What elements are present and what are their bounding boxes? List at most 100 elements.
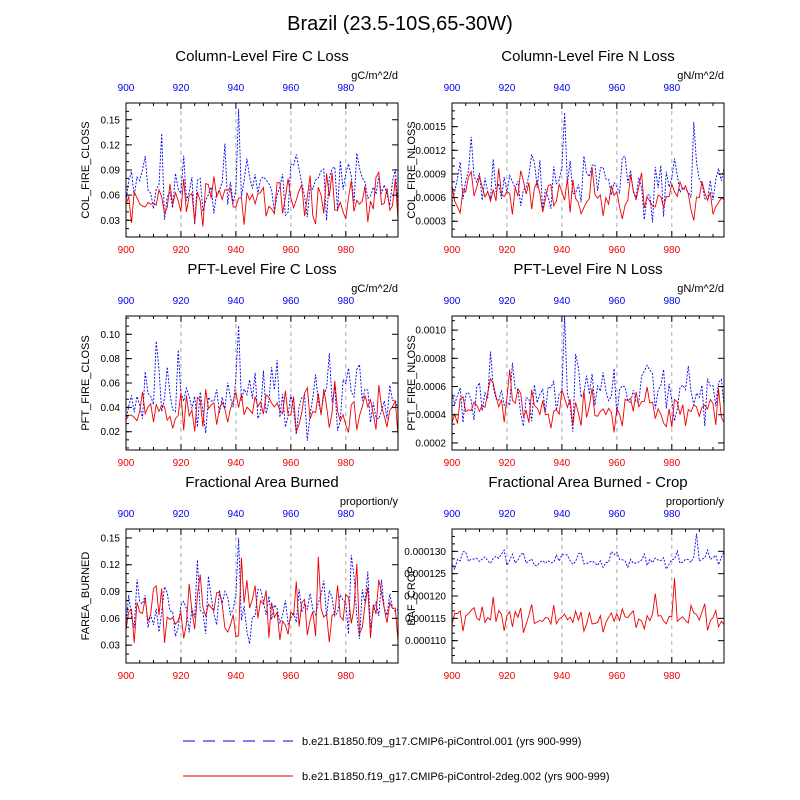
x-tick-label-bottom: 980	[663, 245, 680, 256]
plot-frame	[451, 528, 725, 664]
y-tick-label: 0.0015	[415, 122, 446, 133]
x-tick-label-bottom: 920	[499, 671, 516, 682]
y-tick-label: 0.10	[101, 330, 121, 341]
x-tick-label-top: 980	[663, 509, 680, 520]
y-tick-label: 0.08	[101, 354, 121, 365]
y-tick-label: 0.03	[101, 216, 121, 227]
x-tick-label-bottom: 960	[283, 245, 300, 256]
plot-frame	[451, 315, 725, 451]
x-tick-label-top: 980	[337, 509, 354, 520]
x-tick-label-top: 960	[283, 296, 300, 307]
x-tick-label-bottom: 920	[499, 245, 516, 256]
x-tick-label-top: 920	[499, 509, 516, 520]
x-tick-label-bottom: 980	[337, 671, 354, 682]
series-line-blue	[451, 533, 725, 571]
y-tick-label: 0.000125	[404, 569, 446, 580]
series-line-blue	[451, 315, 725, 432]
x-tick-label-bottom: 940	[554, 458, 571, 469]
x-tick-label-top: 980	[337, 83, 354, 94]
y-tick-label: 0.0009	[415, 169, 446, 180]
series-line-red	[125, 556, 399, 643]
x-tick-label-bottom: 900	[118, 458, 135, 469]
x-tick-label-bottom: 900	[118, 671, 135, 682]
x-tick-label-bottom: 900	[444, 671, 461, 682]
x-tick-label-bottom: 940	[228, 671, 245, 682]
units-label: proportion/y	[666, 496, 725, 508]
x-tick-label-top: 940	[554, 83, 571, 94]
x-tick-label-bottom: 900	[118, 245, 135, 256]
y-tick-label: 0.0012	[415, 146, 446, 157]
series-line-red	[451, 369, 725, 433]
y-tick-label: 0.0002	[415, 438, 446, 449]
figure-title: Brazil (23.5-10S,65-30W)	[287, 13, 513, 35]
y-tick-label: 0.0004	[415, 410, 446, 421]
x-tick-label-bottom: 920	[173, 671, 190, 682]
panel-title: Fractional Area Burned - Crop	[488, 474, 687, 491]
x-tick-label-bottom: 940	[228, 458, 245, 469]
units-label: proportion/y	[340, 496, 399, 508]
panel-title: Fractional Area Burned	[185, 474, 338, 491]
x-tick-label-top: 960	[609, 83, 626, 94]
units-label: gN/m^2/d	[677, 283, 724, 295]
series-line-red	[125, 170, 399, 227]
y-tick-label: 0.04	[101, 403, 121, 414]
x-tick-label-bottom: 940	[228, 245, 245, 256]
y-axis-label: PFT_FIRE_CLOSS	[80, 335, 92, 430]
panel-title: Column-Level Fire C Loss	[175, 48, 348, 65]
x-tick-label-top: 980	[663, 296, 680, 307]
series-line-blue	[125, 108, 399, 225]
x-tick-label-bottom: 900	[444, 245, 461, 256]
x-tick-label-top: 940	[554, 296, 571, 307]
x-tick-label-top: 940	[554, 509, 571, 520]
x-tick-label-top: 920	[173, 509, 190, 520]
x-tick-label-top: 920	[499, 296, 516, 307]
series-line-red	[125, 380, 399, 436]
y-tick-label: 0.15	[101, 533, 121, 544]
y-tick-label: 0.12	[101, 140, 121, 151]
x-tick-label-top: 900	[444, 83, 461, 94]
panel-title: PFT-Level Fire N Loss	[513, 261, 662, 278]
legend-label: b.e21.B1850.f09_g17.CMIP6-piControl.001 …	[302, 736, 581, 748]
y-tick-label: 0.000115	[405, 614, 446, 625]
x-tick-label-bottom: 960	[283, 671, 300, 682]
x-tick-label-top: 980	[663, 83, 680, 94]
y-tick-label: 0.0010	[415, 326, 446, 337]
panel-title: Column-Level Fire N Loss	[501, 48, 674, 65]
y-tick-label: 0.09	[101, 166, 121, 177]
y-tick-label: 0.0008	[415, 354, 446, 365]
units-label: gN/m^2/d	[677, 70, 724, 82]
x-tick-label-top: 900	[118, 296, 135, 307]
panel-5: Fractional Area Burned - Crop proportion/…	[404, 474, 725, 682]
y-axis-label: BAF_CROP	[406, 566, 418, 625]
x-tick-label-top: 960	[609, 296, 626, 307]
x-tick-label-bottom: 960	[283, 458, 300, 469]
x-tick-label-top: 900	[118, 509, 135, 520]
y-tick-label: 0.09	[101, 587, 121, 598]
x-tick-label-top: 940	[228, 509, 245, 520]
y-axis-label: PFT_FIRE_NLOSS	[406, 335, 418, 430]
x-tick-label-top: 920	[173, 83, 190, 94]
series-line-blue	[125, 537, 399, 644]
y-tick-label: 0.06	[101, 191, 121, 202]
y-axis-label: COL_FIRE_NLOSS	[406, 121, 418, 218]
panel-title: PFT-Level Fire C Loss	[187, 261, 336, 278]
x-tick-label-bottom: 940	[554, 245, 571, 256]
plot-frame	[125, 315, 399, 451]
series-line-blue	[125, 325, 399, 441]
x-tick-label-top: 900	[444, 296, 461, 307]
y-tick-label: 0.000130	[404, 547, 446, 558]
plot-frame	[125, 102, 399, 238]
x-tick-label-bottom: 920	[173, 245, 190, 256]
units-label: gC/m^2/d	[351, 70, 398, 82]
x-tick-label-bottom: 940	[554, 671, 571, 682]
x-tick-label-bottom: 920	[173, 458, 190, 469]
y-tick-label: 0.000110	[405, 636, 446, 647]
x-tick-label-bottom: 960	[609, 671, 626, 682]
series-line-red	[451, 578, 725, 633]
y-tick-label: 0.12	[101, 560, 121, 571]
x-tick-label-top: 920	[499, 83, 516, 94]
x-tick-label-bottom: 980	[663, 458, 680, 469]
y-tick-label: 0.15	[101, 115, 121, 126]
